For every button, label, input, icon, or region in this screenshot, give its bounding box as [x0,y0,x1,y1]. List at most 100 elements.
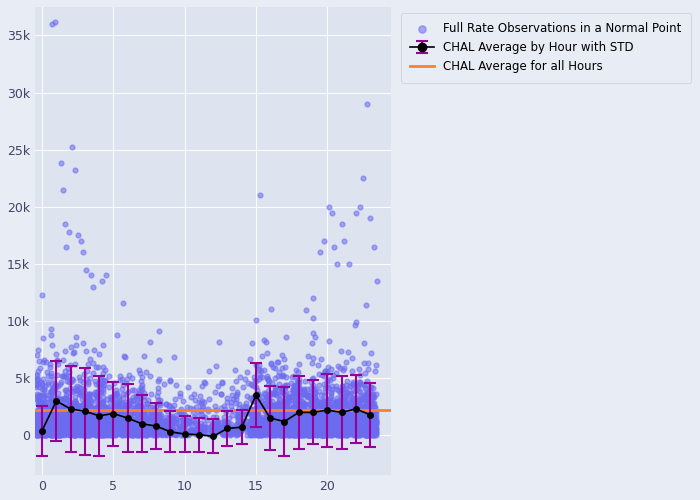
Full Rate Observations in a Normal Point [296,406,307,414]
Full Rate Observations in a Normal Point [296,392,307,400]
Full Rate Observations in a Normal Point [164,419,175,427]
Full Rate Observations in a Normal Point [109,408,120,416]
Full Rate Observations in a Normal Point [42,422,53,430]
Full Rate Observations in a Normal Point [139,426,150,434]
Full Rate Observations in a Normal Point [148,426,159,434]
Full Rate Observations in a Normal Point [316,422,328,430]
Full Rate Observations in a Normal Point [258,404,270,411]
Full Rate Observations in a Normal Point [85,420,96,428]
Full Rate Observations in a Normal Point [252,416,263,424]
Full Rate Observations in a Normal Point [317,398,328,406]
Full Rate Observations in a Normal Point [332,422,343,430]
Full Rate Observations in a Normal Point [304,416,316,424]
Full Rate Observations in a Normal Point [70,431,81,439]
Full Rate Observations in a Normal Point [83,394,94,402]
Full Rate Observations in a Normal Point [79,430,90,438]
Full Rate Observations in a Normal Point [64,360,76,368]
Full Rate Observations in a Normal Point [291,419,302,427]
Full Rate Observations in a Normal Point [246,420,258,428]
Full Rate Observations in a Normal Point [193,408,204,416]
Full Rate Observations in a Normal Point [38,421,50,429]
Full Rate Observations in a Normal Point [241,418,253,426]
Full Rate Observations in a Normal Point [366,398,377,406]
Full Rate Observations in a Normal Point [50,419,61,427]
Full Rate Observations in a Normal Point [51,424,62,432]
Full Rate Observations in a Normal Point [252,421,263,429]
Full Rate Observations in a Normal Point [261,422,272,430]
Full Rate Observations in a Normal Point [31,418,42,426]
Full Rate Observations in a Normal Point [280,415,291,423]
Full Rate Observations in a Normal Point [324,423,335,431]
Full Rate Observations in a Normal Point [349,425,360,433]
Full Rate Observations in a Normal Point [84,420,95,428]
Full Rate Observations in a Normal Point [362,408,373,416]
Full Rate Observations in a Normal Point [337,416,349,424]
Full Rate Observations in a Normal Point [80,430,91,438]
Full Rate Observations in a Normal Point [332,414,344,422]
Full Rate Observations in a Normal Point [109,411,120,419]
Full Rate Observations in a Normal Point [356,419,368,427]
Full Rate Observations in a Normal Point [298,416,309,424]
Full Rate Observations in a Normal Point [354,420,365,428]
Full Rate Observations in a Normal Point [358,421,370,429]
Full Rate Observations in a Normal Point [128,426,139,434]
Full Rate Observations in a Normal Point [146,403,158,411]
Full Rate Observations in a Normal Point [182,382,193,390]
Full Rate Observations in a Normal Point [60,220,71,228]
Full Rate Observations in a Normal Point [300,418,311,426]
Full Rate Observations in a Normal Point [337,425,349,433]
Full Rate Observations in a Normal Point [105,418,116,426]
Full Rate Observations in a Normal Point [317,424,328,432]
Full Rate Observations in a Normal Point [273,398,284,406]
Full Rate Observations in a Normal Point [308,424,319,432]
Full Rate Observations in a Normal Point [56,428,67,436]
Full Rate Observations in a Normal Point [371,419,382,427]
Full Rate Observations in a Normal Point [81,424,92,432]
Full Rate Observations in a Normal Point [250,398,261,406]
Full Rate Observations in a Normal Point [295,412,307,420]
Full Rate Observations in a Normal Point [108,379,120,387]
Full Rate Observations in a Normal Point [354,365,365,373]
Full Rate Observations in a Normal Point [113,392,125,400]
Full Rate Observations in a Normal Point [79,410,90,418]
Full Rate Observations in a Normal Point [304,422,316,430]
Full Rate Observations in a Normal Point [54,406,65,414]
Full Rate Observations in a Normal Point [295,423,307,431]
Full Rate Observations in a Normal Point [309,421,320,429]
Full Rate Observations in a Normal Point [125,426,136,434]
Full Rate Observations in a Normal Point [293,430,304,438]
Full Rate Observations in a Normal Point [355,425,366,433]
Full Rate Observations in a Normal Point [353,396,364,404]
Full Rate Observations in a Normal Point [120,430,131,438]
Full Rate Observations in a Normal Point [81,429,92,437]
Full Rate Observations in a Normal Point [60,428,71,436]
Full Rate Observations in a Normal Point [323,428,335,436]
Full Rate Observations in a Normal Point [66,417,77,425]
Full Rate Observations in a Normal Point [346,354,358,362]
Full Rate Observations in a Normal Point [45,430,56,438]
Full Rate Observations in a Normal Point [291,430,302,438]
Full Rate Observations in a Normal Point [360,430,372,438]
Full Rate Observations in a Normal Point [113,404,124,412]
Full Rate Observations in a Normal Point [67,424,78,432]
Full Rate Observations in a Normal Point [302,430,313,438]
Full Rate Observations in a Normal Point [125,422,136,430]
Full Rate Observations in a Normal Point [99,402,111,410]
Full Rate Observations in a Normal Point [52,424,64,432]
Full Rate Observations in a Normal Point [291,416,302,424]
Full Rate Observations in a Normal Point [34,402,46,410]
Full Rate Observations in a Normal Point [234,428,245,436]
Full Rate Observations in a Normal Point [332,398,343,406]
Full Rate Observations in a Normal Point [77,404,88,412]
Full Rate Observations in a Normal Point [350,422,361,430]
Full Rate Observations in a Normal Point [139,416,150,424]
Full Rate Observations in a Normal Point [134,389,145,397]
Full Rate Observations in a Normal Point [77,426,88,434]
Full Rate Observations in a Normal Point [66,414,78,422]
Full Rate Observations in a Normal Point [88,360,99,368]
Full Rate Observations in a Normal Point [34,417,46,425]
Full Rate Observations in a Normal Point [318,404,329,412]
Full Rate Observations in a Normal Point [123,371,134,379]
Full Rate Observations in a Normal Point [307,422,318,430]
Full Rate Observations in a Normal Point [65,343,76,351]
